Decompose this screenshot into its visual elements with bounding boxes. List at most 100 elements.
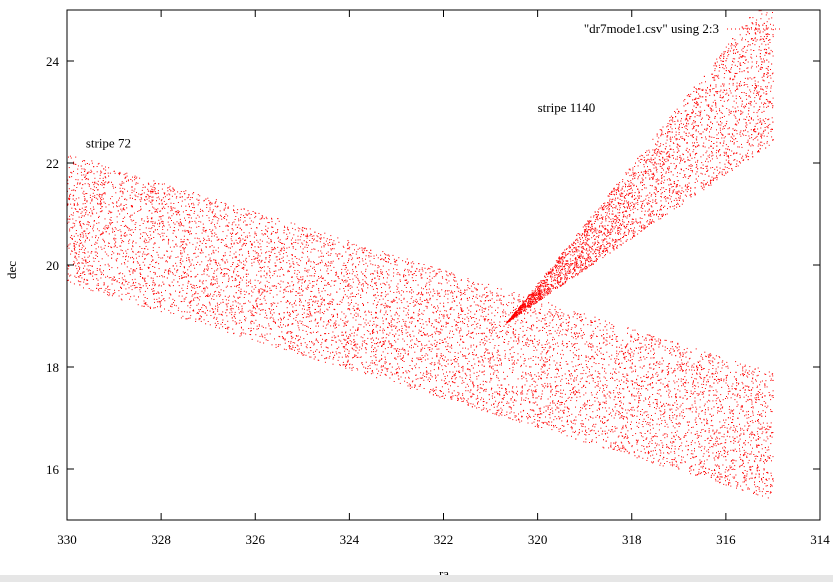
data-point	[189, 221, 191, 223]
data-point	[183, 239, 185, 241]
data-point	[277, 231, 278, 233]
data-point	[466, 307, 468, 309]
data-point	[303, 305, 305, 307]
data-point	[245, 282, 247, 284]
data-point	[249, 235, 251, 237]
data-point	[729, 417, 731, 419]
data-point	[276, 275, 278, 277]
data-point	[180, 191, 182, 192]
data-point	[213, 294, 215, 296]
data-point	[167, 271, 169, 273]
data-point	[505, 313, 507, 315]
data-point	[691, 376, 693, 378]
data-point	[332, 248, 333, 250]
data-point	[682, 456, 684, 458]
data-point	[329, 245, 331, 246]
data-point	[205, 306, 207, 308]
data-point	[602, 401, 604, 403]
data-point	[276, 256, 278, 258]
data-point	[572, 389, 574, 390]
data-point	[197, 261, 199, 263]
data-point	[673, 451, 675, 452]
data-point	[770, 491, 771, 493]
data-point	[347, 349, 348, 351]
data-point	[243, 332, 245, 334]
data-point	[426, 324, 428, 326]
data-point	[467, 348, 469, 350]
data-point	[739, 448, 740, 450]
data-point	[601, 421, 603, 423]
data-point	[751, 403, 753, 405]
data-point	[430, 325, 432, 327]
data-point	[122, 218, 124, 219]
data-point	[398, 378, 400, 380]
data-point	[572, 316, 574, 318]
data-point	[704, 411, 706, 413]
data-point	[741, 428, 743, 430]
data-point	[441, 325, 443, 327]
data-point	[492, 355, 494, 357]
data-point	[405, 326, 407, 328]
data-point	[215, 326, 217, 328]
data-point	[308, 280, 310, 282]
data-point	[735, 388, 737, 390]
data-point	[82, 272, 84, 274]
data-point	[373, 258, 375, 259]
data-point	[329, 300, 331, 302]
data-point	[578, 429, 580, 431]
data-point	[550, 312, 552, 314]
data-point	[567, 419, 568, 421]
data-point	[388, 274, 390, 276]
data-point	[279, 239, 281, 241]
data-point	[660, 462, 662, 464]
data-point	[746, 399, 748, 401]
data-point	[96, 256, 98, 257]
data-point	[252, 211, 254, 212]
data-point	[483, 294, 485, 296]
data-point	[730, 397, 732, 399]
data-point	[580, 363, 582, 365]
data-point	[418, 332, 420, 334]
data-point	[211, 282, 212, 284]
data-point	[541, 390, 543, 392]
data-point	[493, 406, 495, 408]
data-point	[655, 373, 657, 375]
data-point	[149, 195, 151, 197]
data-point	[181, 295, 183, 297]
data-point	[270, 305, 272, 307]
data-point	[145, 203, 147, 205]
data-point	[655, 408, 657, 410]
data-point	[283, 260, 284, 262]
data-point	[114, 234, 116, 236]
data-point	[79, 223, 81, 225]
data-point	[524, 317, 526, 319]
data-point	[458, 371, 460, 373]
data-point	[328, 321, 330, 323]
data-point	[270, 233, 272, 235]
data-point	[696, 372, 697, 374]
data-point	[490, 389, 492, 391]
data-point	[201, 249, 202, 251]
data-point	[679, 353, 681, 355]
data-point	[341, 311, 343, 313]
data-point	[312, 301, 314, 303]
data-point	[549, 396, 551, 398]
data-point	[425, 367, 427, 368]
data-point	[341, 279, 343, 281]
data-point	[532, 312, 534, 314]
data-point	[101, 194, 103, 196]
data-point	[348, 343, 349, 344]
data-point	[281, 257, 283, 259]
data-point	[412, 274, 414, 276]
data-point	[615, 360, 617, 362]
data-point	[144, 258, 146, 260]
data-point	[123, 241, 125, 243]
data-point	[265, 277, 267, 279]
data-point	[157, 233, 159, 235]
data-point	[760, 404, 762, 405]
data-point	[382, 320, 384, 322]
data-point	[476, 310, 478, 312]
data-point	[125, 288, 127, 290]
data-point	[568, 316, 570, 318]
data-point	[82, 244, 84, 246]
